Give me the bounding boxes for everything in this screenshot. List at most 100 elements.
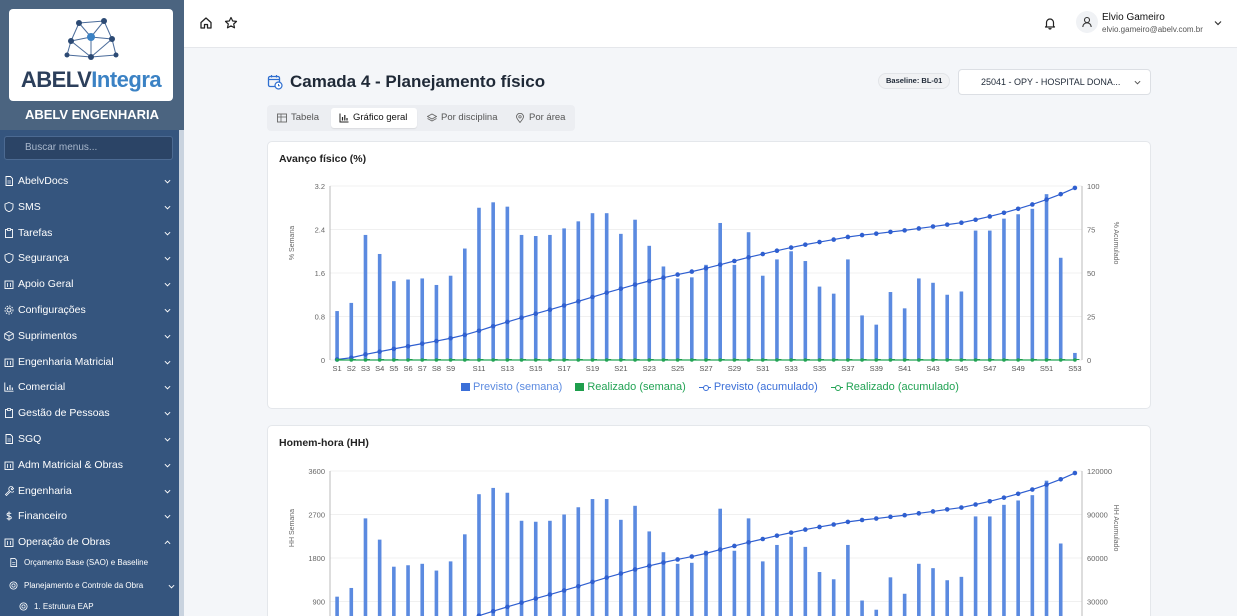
tab-por-area[interactable]: Por área — [507, 108, 571, 128]
bar-realizado-semana — [679, 359, 683, 360]
y2-tick-label: 75 — [1087, 226, 1095, 235]
sidebar-item-suprimentos[interactable]: Suprimentos — [0, 324, 179, 348]
bar-previsto-semana — [619, 233, 623, 360]
point-previsto-acumulado — [1044, 197, 1049, 202]
sidebar-item-seguranca[interactable]: Segurança — [0, 246, 179, 270]
bar-realizado-semana — [551, 359, 555, 360]
page-title: Camada 4 - Planejamento físico — [290, 72, 546, 91]
user-name[interactable]: Elvio Gameiro — [1102, 12, 1165, 23]
company-logo[interactable]: ABELVIntegra — [9, 9, 173, 101]
tab-por-disciplina[interactable]: Por disciplina — [419, 108, 505, 128]
point-previsto-acumulado — [1015, 491, 1021, 497]
point-realizado-acumulado — [335, 358, 339, 362]
sidebar-scrollbar[interactable] — [179, 130, 184, 616]
point-realizado-acumulado — [519, 358, 524, 362]
legend-item-realizado-semana[interactable]: Realizado (semana) — [575, 381, 686, 393]
bell-icon[interactable] — [1043, 16, 1057, 30]
baseline-badge: Baseline: BL-01 — [878, 73, 951, 89]
sidebar-subitem-label: 1. Estrutura EAP — [34, 602, 94, 611]
homem-hora-card: Homem-hora (HH) 3600 120000 2700 90000 1800 6… — [267, 425, 1151, 616]
point-previsto-acumulado — [533, 311, 539, 317]
y-axis-title: % Semana — [289, 226, 296, 260]
project-select[interactable]: 25041 - OPY - HOSPITAL DONA... — [958, 69, 1151, 95]
point-realizado-acumulado — [746, 358, 751, 362]
sidebar-item-sgq[interactable]: SGQ — [0, 427, 179, 451]
bar-realizado-semana — [764, 359, 768, 360]
bar-previsto-semana — [1016, 500, 1020, 616]
sidebar-item-apoio-geral[interactable]: Apoio Geral — [0, 272, 179, 296]
bar-previsto-semana — [519, 234, 524, 360]
point-realizado-acumulado — [931, 358, 935, 362]
y2-tick-label: 60000 — [1087, 554, 1108, 563]
chevron-down-icon[interactable] — [1214, 19, 1222, 27]
bar-previsto-semana — [590, 213, 595, 360]
bar-previsto-semana — [633, 219, 637, 360]
bar-previsto-semana — [392, 281, 396, 360]
y2-axis-title: % Acumulado — [1112, 222, 1119, 265]
bar-realizado-semana — [523, 359, 527, 360]
bar-previsto-semana — [462, 534, 467, 616]
bar-previsto-semana — [831, 293, 836, 360]
bar-previsto-semana — [533, 521, 538, 616]
bar-realizado-semana — [821, 359, 825, 360]
point-previsto-acumulado — [1044, 482, 1049, 487]
avatar[interactable] — [1076, 11, 1098, 33]
x-tick-label: S47 — [983, 364, 996, 373]
menu-search-input[interactable]: Buscar menus... — [4, 136, 173, 160]
bar-realizado-semana — [352, 359, 356, 360]
sidebar-item-engenharia-matricial[interactable]: Engenharia Matricial — [0, 350, 179, 374]
sidebar-item-gestao-de-pessoas[interactable]: Gestão de Pessoas — [0, 401, 179, 425]
y-axis-title: HH Semana — [289, 509, 296, 547]
point-previsto-acumulado — [505, 319, 510, 325]
bar-previsto-semana — [817, 572, 822, 616]
x-tick-label: S9 — [446, 364, 455, 373]
sidebar-subitem-1-estrutura-eap[interactable]: 1. Estrutura EAP — [0, 597, 179, 616]
bar-previsto-semana — [987, 230, 992, 360]
tab-tabela[interactable]: Tabela — [269, 108, 329, 128]
point-realizado-acumulado — [789, 358, 793, 362]
sidebar-item-configuracoes[interactable]: Configurações — [0, 298, 179, 322]
y2-tick-label: 25 — [1087, 313, 1095, 322]
building-icon — [4, 538, 14, 548]
sidebar-item-financeiro[interactable]: Financeiro — [0, 504, 179, 528]
legend-item-realizado-acumulado[interactable]: Realizado (acumulado) — [830, 381, 959, 393]
x-tick-label: S4 — [375, 364, 384, 373]
tab-grafico-geral[interactable]: Gráfico geral — [331, 108, 417, 128]
legend-item-previsto-acumulado[interactable]: Previsto (acumulado) — [698, 381, 818, 393]
x-tick-label: S19 — [586, 364, 599, 373]
bar-previsto-semana — [917, 563, 921, 616]
point-previsto-acumulado — [1072, 185, 1078, 191]
sidebar-item-label: Adm Matricial & Obras — [18, 458, 124, 471]
sidebar-item-engenharia[interactable]: Engenharia — [0, 479, 179, 503]
table-icon — [277, 113, 287, 123]
sidebar-item-comercial[interactable]: Comercial — [0, 375, 179, 399]
sidebar-item-sms[interactable]: SMS — [0, 195, 179, 219]
bar-previsto-semana — [959, 576, 964, 616]
bar-previsto-semana — [945, 294, 950, 360]
point-previsto-acumulado — [1058, 476, 1064, 482]
point-previsto-acumulado — [490, 323, 496, 329]
sidebar-item-operacao-de-obras[interactable]: Operação de Obras — [0, 530, 179, 554]
bar-previsto-semana — [888, 577, 893, 616]
bar-previsto-semana — [420, 563, 425, 616]
sidebar-subitem-planejamento-e-controle-da-obra[interactable]: Planejamento e Controle da Obra — [0, 576, 179, 596]
sidebar-item-tarefas[interactable]: Tarefas — [0, 221, 179, 245]
point-previsto-acumulado — [888, 229, 893, 235]
legend-item-previsto-semana[interactable]: Previsto (semana) — [461, 381, 562, 393]
bar-previsto-semana — [491, 202, 495, 360]
point-previsto-acumulado — [973, 217, 978, 223]
bar-realizado-semana — [381, 359, 385, 360]
y-tick-label: 3600 — [308, 467, 325, 476]
tab-label: Por disciplina — [441, 112, 498, 123]
sidebar-item-abelvdocs[interactable]: AbelvDocs — [0, 169, 179, 193]
home-icon[interactable] — [199, 16, 213, 30]
star-icon[interactable] — [224, 16, 238, 30]
sidebar-subitem-orcamento-base-sao-e-baseline[interactable]: Orçamento Base (SAO) e Baseline — [0, 553, 179, 573]
bar-previsto-semana — [590, 499, 595, 616]
chevron-down-icon — [164, 412, 171, 416]
point-previsto-acumulado — [632, 567, 638, 572]
sidebar-item-adm-matricial-obras[interactable]: Adm Matricial & Obras — [0, 453, 179, 477]
x-tick-label: S17 — [557, 364, 570, 373]
bar-previsto-semana — [888, 292, 893, 360]
point-previsto-acumulado — [774, 533, 780, 538]
